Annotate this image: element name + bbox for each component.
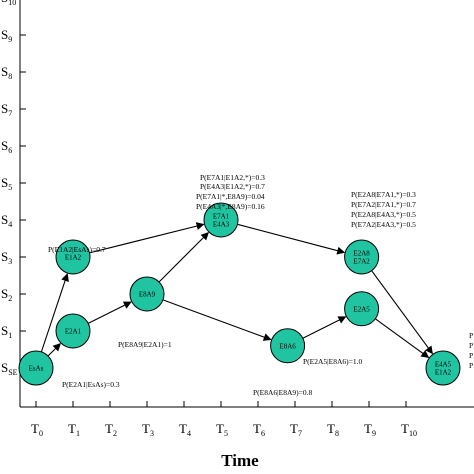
state-node-label: E2A5 bbox=[353, 305, 370, 313]
mid-block-line-1: P(E7A1|E1A2,*)=0.3 bbox=[200, 173, 265, 182]
state-node-label: E7A1 bbox=[213, 213, 230, 221]
state-node-circle bbox=[344, 291, 380, 327]
state-node-label: E8A9 bbox=[139, 291, 156, 299]
state-node-label: E4A5 bbox=[435, 361, 452, 369]
state-node-circle bbox=[129, 276, 165, 312]
y-tick-label: S4 bbox=[1, 212, 12, 229]
y-tick-label: S8 bbox=[1, 64, 12, 81]
state-node: EsAs bbox=[18, 350, 54, 386]
state-node-label: E2A1 bbox=[65, 328, 82, 336]
y-tick-label: S7 bbox=[1, 101, 12, 118]
edge-n6-n8 bbox=[371, 270, 433, 355]
state-node: E2A5 bbox=[344, 291, 380, 327]
label-p-e8a9: P(E8A9|E2A1)=1 bbox=[118, 340, 172, 349]
edge-block-line-4: P bbox=[469, 361, 473, 370]
edge-n0-n2 bbox=[47, 343, 61, 357]
x-axis-ticks: T0 T1 T2 T3 T4 T5 T6 T7 T8 T9 T10 bbox=[31, 401, 417, 438]
label-p-e2a1: P(E2A1|EsAs)=0.3 bbox=[62, 380, 120, 389]
edge-block-line-3: P bbox=[469, 351, 473, 360]
axes bbox=[19, 0, 474, 408]
edge-block-line-2: P bbox=[469, 341, 473, 350]
state-node-circle bbox=[18, 350, 54, 386]
state-node-circle bbox=[203, 202, 239, 238]
label-p-e8a6: P(E8A6|E8A9)=0.8 bbox=[253, 388, 313, 397]
edges bbox=[40, 222, 433, 359]
label-p-e1a2: P(E1A2|EsAs)=0.7 bbox=[48, 245, 106, 254]
probability-labels: P(E1A2|EsAs)=0.7 P(E2A1|EsAs)=0.3 P(E8A9… bbox=[48, 173, 473, 397]
state-node: E8A9 bbox=[129, 276, 165, 312]
mid-block-line-2: P(E4A3|E1A2,*)=0.7 bbox=[200, 182, 265, 191]
y-tick-label: S6 bbox=[1, 138, 12, 155]
state-node-label: E4A3 bbox=[213, 221, 230, 229]
y-tick-label: S2 bbox=[1, 286, 12, 303]
x-tick-label: T3 bbox=[142, 421, 154, 438]
state-node-label: E1A2 bbox=[435, 369, 452, 377]
y-tick-label: S1 bbox=[1, 323, 12, 340]
edge-n3-n4 bbox=[158, 232, 209, 283]
state-node-label: E7A2 bbox=[353, 258, 370, 266]
right-block-line-4: P(E7A2|E4A3,*)=0.5 bbox=[351, 220, 416, 229]
y-tick-label: S9 bbox=[1, 27, 12, 44]
edge-n3-n5 bbox=[162, 299, 272, 341]
right-block-line-1: P(E2A8|E7A1,*)=0.3 bbox=[351, 190, 416, 199]
edge-n1-n4 bbox=[89, 222, 205, 254]
state-node-label: E8A6 bbox=[279, 342, 296, 350]
x-tick-label: T8 bbox=[327, 421, 339, 438]
y-axis-ticks: SSE S1 S2 S3 S4 S5 S6 S7 S8 S9 S10 bbox=[1, 0, 26, 377]
state-node-circle bbox=[270, 328, 306, 364]
edge-block-line-1: P bbox=[469, 331, 473, 340]
x-axis-title: Time bbox=[221, 451, 259, 470]
label-p-e2a5: P(E2A5|E8A6)=1.0 bbox=[303, 357, 363, 366]
x-tick-label: T1 bbox=[68, 421, 80, 438]
y-tick-label: S10 bbox=[1, 0, 16, 7]
edge-n7-n8 bbox=[375, 318, 430, 359]
edge-n0-n1 bbox=[40, 273, 69, 353]
edge-n2-n3 bbox=[87, 301, 132, 324]
state-node-label: E1A2 bbox=[65, 254, 82, 262]
x-tick-label: T6 bbox=[253, 421, 265, 438]
state-node: E2A1 bbox=[55, 313, 91, 349]
mid-block-line-4: P(E4A3|*,E8A9)=0.16 bbox=[196, 202, 265, 211]
right-block-line-3: P(E2A8|E4A3,*)=0.5 bbox=[351, 210, 416, 219]
edge-n4-n6 bbox=[237, 223, 346, 255]
state-node-label: E2A8 bbox=[353, 250, 370, 258]
x-tick-label: T9 bbox=[364, 421, 376, 438]
state-node-circle bbox=[55, 313, 91, 349]
state-node-label: EsAs bbox=[29, 365, 44, 373]
mid-block-line-3: P(E7A1|*,E8A9)=0.04 bbox=[196, 192, 265, 201]
x-tick-label: T2 bbox=[105, 421, 117, 438]
x-tick-label: T4 bbox=[179, 421, 191, 438]
x-tick-label: T0 bbox=[31, 421, 43, 438]
x-tick-label: T7 bbox=[290, 421, 302, 438]
x-tick-label: T10 bbox=[401, 421, 417, 438]
state-node-circle bbox=[55, 239, 91, 275]
right-block-line-2: P(E7A2|E7A1,*)=0.7 bbox=[351, 200, 416, 209]
y-tick-label: S5 bbox=[1, 175, 12, 192]
state-node: E1A2 bbox=[55, 239, 91, 275]
state-node-circle bbox=[344, 239, 380, 275]
state-node: E8A6 bbox=[270, 328, 306, 364]
y-tick-label: SSE bbox=[1, 360, 18, 377]
state-node-circle bbox=[425, 350, 461, 386]
edge-n5-n7 bbox=[302, 316, 347, 339]
y-tick-label: S3 bbox=[1, 249, 12, 266]
x-tick-label: T5 bbox=[216, 421, 228, 438]
